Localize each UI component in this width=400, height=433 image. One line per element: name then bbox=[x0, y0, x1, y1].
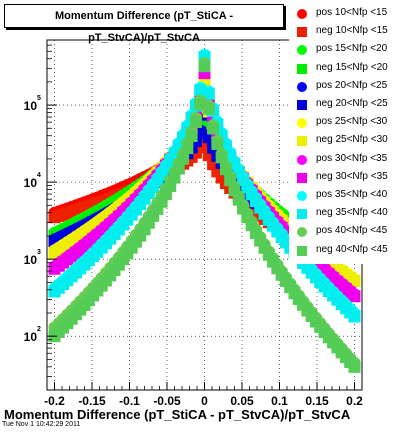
legend-marker bbox=[297, 227, 307, 238]
legend-item: pos 25<Nfp <30 bbox=[289, 115, 397, 131]
legend-label: neg 30<Nfp <35 bbox=[316, 170, 388, 182]
legend-label: pos 20<Nfp <25 bbox=[316, 79, 388, 91]
x-tick-label: 0.2 bbox=[346, 394, 363, 408]
y-tick-exponent: 5 bbox=[37, 95, 41, 102]
data-point bbox=[228, 184, 241, 197]
legend-marker bbox=[297, 63, 307, 74]
data-point bbox=[348, 290, 361, 303]
data-point bbox=[202, 87, 215, 100]
x-tick-label: -0.15 bbox=[78, 394, 106, 408]
x-tick-label: 0.1 bbox=[271, 394, 288, 408]
legend-item: neg 30<Nfp <35 bbox=[289, 170, 397, 186]
legend-marker bbox=[297, 45, 307, 56]
y-tick-label: 10 bbox=[24, 253, 38, 267]
legend-label: pos 15<Nfp <20 bbox=[316, 43, 388, 55]
y-tick-label: 10 bbox=[24, 330, 38, 344]
legend-label: pos 35<Nfp <40 bbox=[316, 189, 388, 200]
chart-title: Momentum Difference (pT_StiCA - pT_StvCA… bbox=[4, 4, 284, 44]
legend-item: neg 40<Nfp <45 bbox=[289, 243, 397, 259]
data-point bbox=[185, 130, 198, 143]
legend-marker bbox=[297, 81, 307, 92]
legend-marker bbox=[297, 100, 307, 110]
legend-label: neg 35<Nfp <40 bbox=[316, 207, 388, 219]
y-tick-exponent: 4 bbox=[37, 172, 41, 179]
data-point bbox=[189, 116, 202, 129]
data-point bbox=[168, 171, 181, 184]
legend: pos 10<Nfp <15 neg 10<Nfp <15 pos 15<Nfp <… bbox=[289, 2, 397, 264]
series-13 bbox=[48, 60, 361, 373]
data-point bbox=[172, 162, 185, 175]
y-tick-exponent: 2 bbox=[37, 326, 41, 333]
legend-label: pos 30<Nfp <35 bbox=[316, 152, 388, 164]
legend-label: pos 40<Nfp <45 bbox=[316, 225, 388, 237]
legend-marker bbox=[297, 9, 307, 19]
data-point bbox=[267, 255, 280, 268]
grid-lines bbox=[47, 40, 362, 390]
legend-item: neg 25<Nfp <30 bbox=[289, 133, 397, 149]
legend-label: pos 25<Nfp <30 bbox=[316, 116, 388, 128]
data-point bbox=[177, 152, 190, 165]
legend-label: neg 40<Nfp <45 bbox=[316, 243, 388, 255]
legend-item: pos 10<Nfp <15 bbox=[289, 6, 397, 22]
x-tick-label: -0.05 bbox=[153, 394, 181, 408]
data-point bbox=[207, 122, 220, 135]
data-point bbox=[215, 151, 228, 164]
legend-marker bbox=[297, 27, 307, 38]
series-layer bbox=[48, 48, 361, 373]
legend-marker bbox=[297, 209, 307, 220]
x-tick-label: -0.1 bbox=[119, 394, 140, 408]
data-point bbox=[181, 142, 194, 155]
axes: -0.2 -0.15 -0.1 -0.05 0 0.05 0.1 0.15 0.21021031… bbox=[24, 39, 363, 408]
y-tick-label: 10 bbox=[24, 99, 38, 113]
legend-item: pos 35<Nfp <40 bbox=[289, 188, 397, 204]
legend-label: neg 20<Nfp <25 bbox=[316, 98, 388, 109]
legend-item: pos 30<Nfp <35 bbox=[289, 152, 397, 168]
legend-label: neg 25<Nfp <30 bbox=[316, 134, 388, 146]
legend-item: neg 20<Nfp <25 bbox=[289, 97, 397, 113]
legend-marker bbox=[297, 172, 307, 183]
legend-marker bbox=[297, 191, 307, 201]
data-point bbox=[202, 102, 215, 115]
legend-marker bbox=[297, 136, 307, 147]
y-tick-exponent: 3 bbox=[37, 249, 41, 256]
y-tick-label: 10 bbox=[24, 176, 38, 190]
data-point bbox=[198, 60, 211, 73]
legend-marker bbox=[297, 245, 307, 256]
x-axis-title: Momentum Difference (pT_StiCA - pT_StvCA… bbox=[4, 407, 351, 422]
legend-marker bbox=[297, 118, 307, 129]
x-tick-label: -0.2 bbox=[44, 394, 65, 408]
legend-item: pos 15<Nfp <20 bbox=[289, 42, 397, 58]
legend-label: neg 15<Nfp <20 bbox=[316, 61, 388, 73]
legend-item: pos 20<Nfp <25 bbox=[289, 79, 397, 95]
legend-marker bbox=[297, 154, 307, 165]
data-point bbox=[348, 310, 361, 323]
legend-label: pos 10<Nfp <15 bbox=[316, 7, 388, 18]
x-tick-label: 0.15 bbox=[305, 394, 329, 408]
data-point bbox=[219, 163, 232, 176]
x-tick-label: 0 bbox=[201, 394, 208, 408]
legend-item: neg 35<Nfp <40 bbox=[289, 206, 397, 222]
x-tick-label: 0.05 bbox=[230, 394, 254, 408]
data-point bbox=[348, 360, 361, 373]
legend-item: neg 10<Nfp <15 bbox=[289, 24, 397, 40]
legend-item: pos 40<Nfp <45 bbox=[289, 224, 397, 240]
timestamp: Tue Nov 1 10:42:29 2011 bbox=[2, 421, 81, 428]
legend-label: neg 10<Nfp <15 bbox=[316, 25, 388, 37]
data-point bbox=[211, 138, 224, 151]
legend-item: neg 15<Nfp <20 bbox=[289, 61, 397, 77]
data-point bbox=[224, 174, 237, 187]
